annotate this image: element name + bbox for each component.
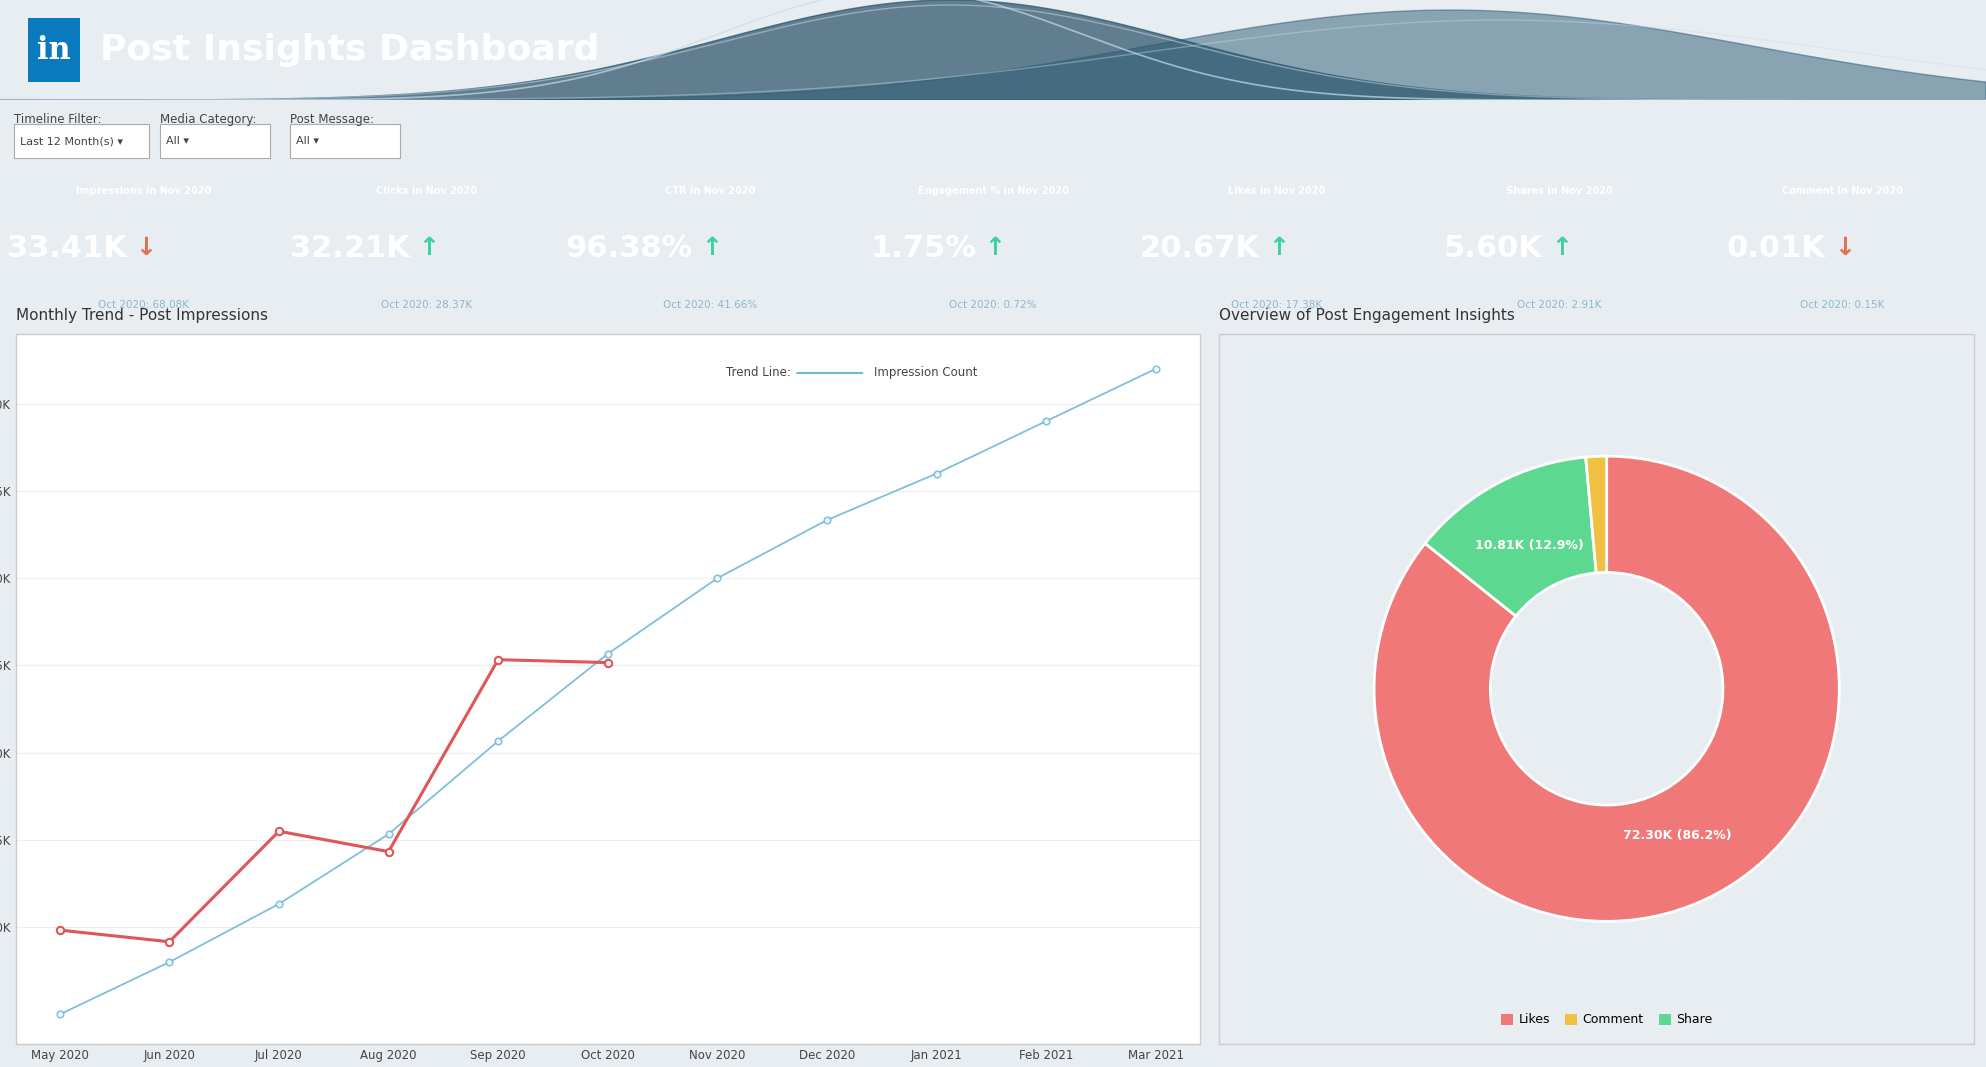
Text: Oct 2020: 17.38K: Oct 2020: 17.38K [1231, 300, 1323, 310]
Text: Oct 2020: 68.08K: Oct 2020: 68.08K [97, 300, 189, 310]
Text: Oct 2020: 41.66%: Oct 2020: 41.66% [663, 300, 757, 310]
Text: All ▾: All ▾ [167, 137, 189, 146]
Text: Last 12 Month(s) ▾: Last 12 Month(s) ▾ [20, 137, 123, 146]
Point [1140, 361, 1172, 378]
Point [810, 511, 842, 528]
Point [592, 654, 624, 671]
Text: Timeline Filter:: Timeline Filter: [14, 113, 101, 126]
Point [483, 733, 514, 750]
Point [153, 934, 185, 951]
Text: Media Category:: Media Category: [161, 113, 256, 126]
Text: Monthly Trend - Post Impressions: Monthly Trend - Post Impressions [16, 308, 268, 323]
Text: Overview of Post Engagement Insights: Overview of Post Engagement Insights [1219, 308, 1515, 323]
Wedge shape [1585, 457, 1607, 573]
Text: 1.75%: 1.75% [870, 234, 977, 262]
Wedge shape [1426, 457, 1597, 616]
Text: 96.38%: 96.38% [566, 234, 693, 262]
Text: Engagement % in Nov 2020: Engagement % in Nov 2020 [918, 186, 1068, 196]
Text: Likes in Nov 2020: Likes in Nov 2020 [1227, 186, 1325, 196]
Text: 20.67K: 20.67K [1140, 234, 1259, 262]
Text: Post Insights Dashboard: Post Insights Dashboard [99, 33, 600, 67]
Text: All ▾: All ▾ [296, 137, 320, 146]
Point [262, 823, 294, 840]
Text: ↑: ↑ [1267, 236, 1289, 260]
Text: Clicks in Nov 2020: Clicks in Nov 2020 [375, 186, 477, 196]
Text: ↑: ↑ [701, 236, 723, 260]
Point [373, 826, 405, 843]
Point [44, 922, 75, 939]
Text: 5.60K: 5.60K [1444, 234, 1543, 262]
Text: Comment in Nov 2020: Comment in Nov 2020 [1781, 186, 1903, 196]
Point [262, 895, 294, 912]
Text: ↓: ↓ [135, 236, 157, 260]
Text: Impression Count: Impression Count [874, 366, 977, 380]
Text: CTR in Nov 2020: CTR in Nov 2020 [665, 186, 755, 196]
Text: 33.41K: 33.41K [6, 234, 127, 262]
Text: 72.30K (86.2%): 72.30K (86.2%) [1623, 829, 1732, 842]
Text: 32.21K: 32.21K [290, 234, 409, 262]
Text: ↓: ↓ [1833, 236, 1855, 260]
FancyBboxPatch shape [28, 18, 79, 82]
Text: Trend Line:: Trend Line: [727, 366, 790, 380]
Text: Post Message:: Post Message: [290, 113, 373, 126]
Text: in: in [38, 34, 71, 66]
Point [922, 465, 953, 482]
Text: Impressions in Nov 2020: Impressions in Nov 2020 [75, 186, 211, 196]
Point [373, 843, 405, 860]
Text: ↑: ↑ [985, 236, 1005, 260]
Point [592, 646, 624, 663]
Text: Oct 2020: 2.91K: Oct 2020: 2.91K [1517, 300, 1601, 310]
Text: ↑: ↑ [419, 236, 439, 260]
Text: 10.81K (12.9%): 10.81K (12.9%) [1476, 539, 1585, 552]
Text: Shares in Nov 2020: Shares in Nov 2020 [1505, 186, 1613, 196]
Point [483, 651, 514, 668]
FancyBboxPatch shape [14, 124, 149, 158]
Point [701, 570, 733, 587]
Text: Oct 2020: 0.72%: Oct 2020: 0.72% [949, 300, 1037, 310]
Wedge shape [1374, 457, 1839, 921]
Text: 0.01K: 0.01K [1726, 234, 1825, 262]
Legend: Likes, Comment, Share: Likes, Comment, Share [1495, 1008, 1718, 1032]
Text: Oct 2020: 28.37K: Oct 2020: 28.37K [381, 300, 473, 310]
Point [1031, 413, 1063, 430]
FancyBboxPatch shape [161, 124, 270, 158]
Point [153, 954, 185, 971]
Point [44, 1006, 75, 1023]
Text: Oct 2020: 0.15K: Oct 2020: 0.15K [1799, 300, 1885, 310]
FancyBboxPatch shape [290, 124, 399, 158]
Text: ↑: ↑ [1551, 236, 1571, 260]
